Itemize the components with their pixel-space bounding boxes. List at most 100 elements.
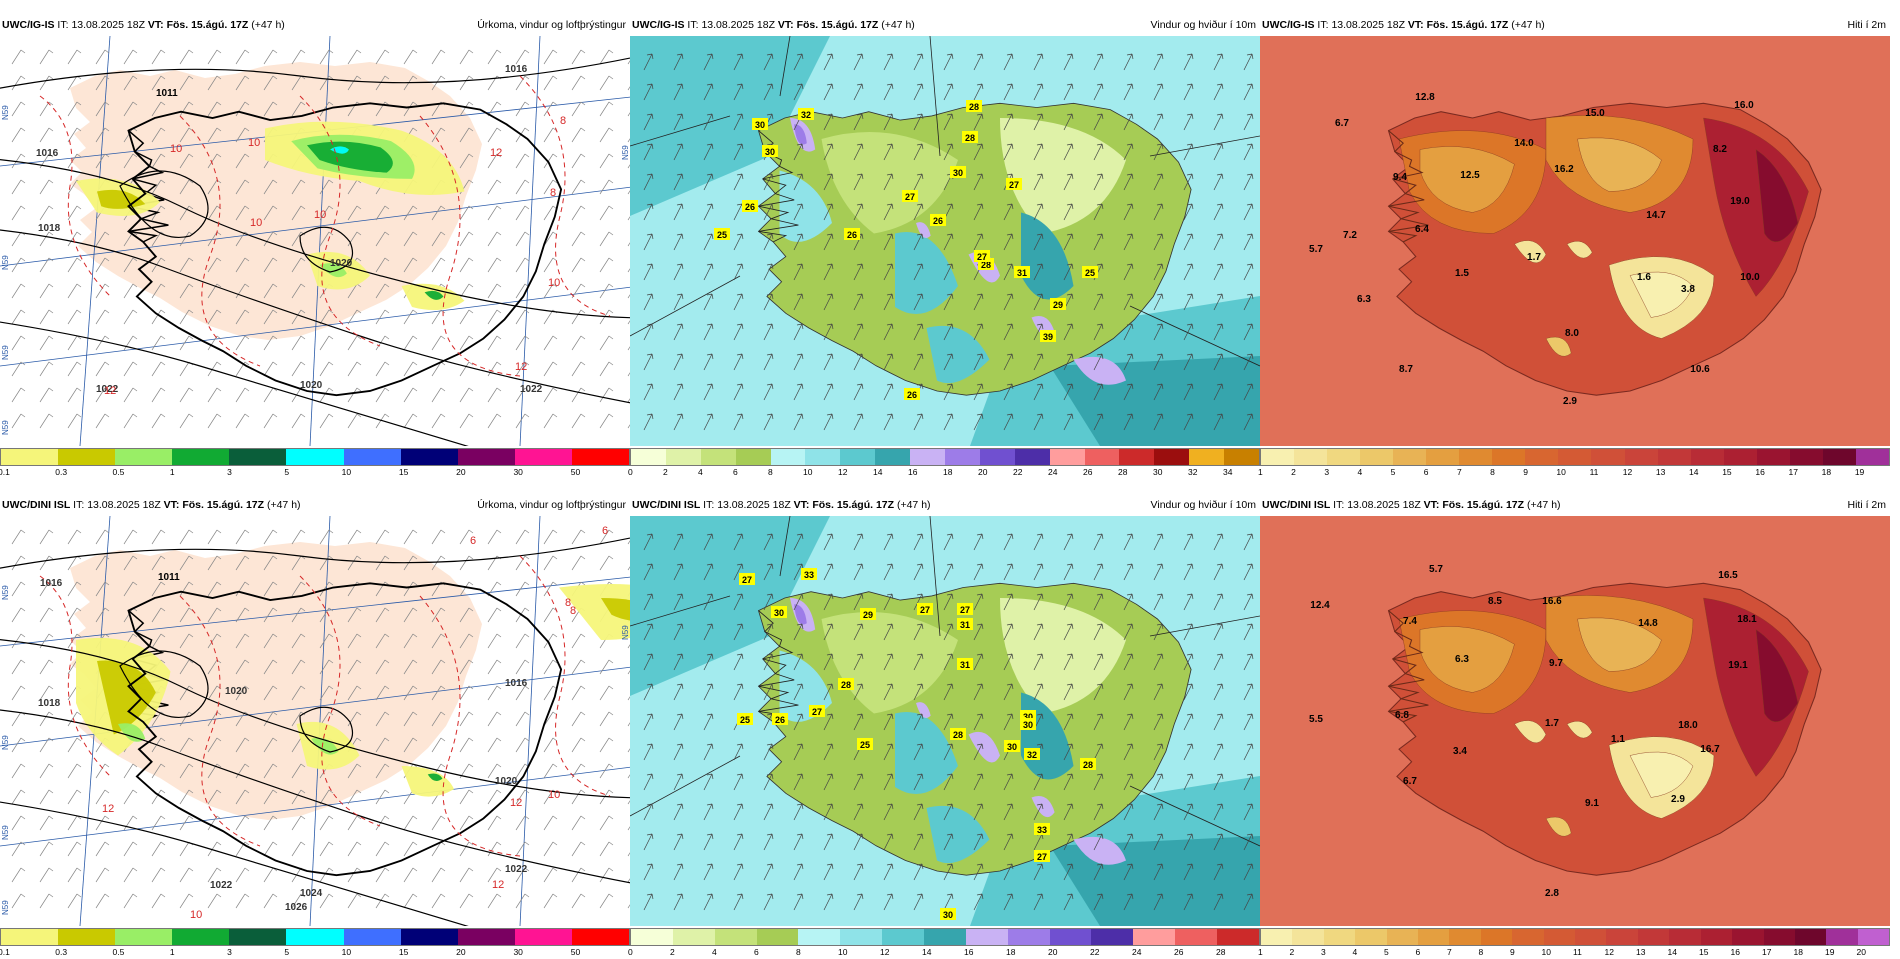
gust-label: 30 bbox=[752, 118, 768, 130]
vt-label: VT: bbox=[793, 499, 810, 511]
temperature-label: 10 bbox=[190, 909, 202, 921]
scale-label: 0 bbox=[628, 947, 633, 957]
scale-label: 5 bbox=[284, 467, 290, 477]
scale-swatch bbox=[1119, 449, 1155, 465]
svg-text:27: 27 bbox=[1009, 180, 1019, 190]
scale-swatch bbox=[1826, 929, 1858, 945]
temperature-value: 14.8 bbox=[1638, 618, 1658, 629]
pressure-label: 1016 bbox=[505, 64, 528, 75]
scale-label: 50 bbox=[570, 467, 581, 477]
scale-label: 15 bbox=[398, 467, 409, 477]
svg-text:31: 31 bbox=[960, 620, 970, 630]
map-area[interactable]: 1011 1016 1018 1020 1020 1022 1022 1016 10 10 10 10… bbox=[0, 36, 630, 446]
scale-swatch bbox=[1217, 929, 1259, 945]
temperature-value: 6.7 bbox=[1335, 118, 1349, 129]
temperature-value: 1.7 bbox=[1545, 718, 1559, 729]
temperature-value: 5.7 bbox=[1429, 564, 1443, 575]
svg-text:25: 25 bbox=[860, 740, 870, 750]
temperature-label: 8 bbox=[570, 605, 576, 617]
color-scale: 0.1 0.3 0.5 1 3 5 10 15 20 30 50 bbox=[0, 448, 630, 478]
scale-label: 9 bbox=[1510, 947, 1515, 957]
map-area[interactable]: 5.7 16.5 12.4 8.5 16.6 18.1 7.4 14.8 6.3 9.7 19.1 5… bbox=[1260, 516, 1890, 926]
gust-label: 33 bbox=[1034, 823, 1050, 835]
temperature-value: 16.6 bbox=[1542, 596, 1562, 607]
temperature-label: 8 bbox=[565, 597, 571, 609]
temperature-label: 10 bbox=[314, 209, 326, 221]
scale-swatch bbox=[172, 929, 230, 945]
it-label: IT: bbox=[73, 499, 85, 511]
temperature-label: 8 bbox=[550, 187, 556, 199]
scale-swatch bbox=[798, 929, 841, 945]
scale-swatch bbox=[400, 929, 458, 945]
temperature-value: 16.2 bbox=[1554, 164, 1574, 175]
scale-label: 8 bbox=[768, 467, 773, 477]
scale-label: 16 bbox=[964, 947, 974, 957]
axis-label: N59 bbox=[1, 735, 10, 750]
pressure-label: 1016 bbox=[505, 678, 528, 689]
scale-swatch bbox=[1154, 449, 1190, 465]
temperature-value: 8.7 bbox=[1399, 364, 1413, 375]
temperature-label: 8 bbox=[560, 115, 566, 127]
scale-label: 32 bbox=[1188, 467, 1198, 477]
scale-swatch bbox=[735, 449, 771, 465]
gust-label: 30 bbox=[940, 908, 956, 920]
scale-swatch bbox=[1386, 929, 1419, 945]
svg-text:28: 28 bbox=[965, 133, 975, 143]
color-scale: 0 2 4 6 8 10 12 14 16 18 20 22 24 26 28 30 32 34 bbox=[628, 448, 1260, 478]
scale-label: 1 bbox=[169, 467, 175, 477]
svg-text:32: 32 bbox=[1027, 750, 1037, 760]
scale-label: 3 bbox=[1324, 467, 1330, 477]
scale-swatch bbox=[514, 449, 572, 465]
model-name: UWC/IG-IS bbox=[1262, 19, 1315, 31]
scale-label: 7 bbox=[1456, 467, 1462, 477]
svg-text:28: 28 bbox=[981, 260, 991, 270]
temperature-value: 6.3 bbox=[1455, 654, 1469, 665]
scale-swatch bbox=[756, 929, 799, 945]
scale-label: 4 bbox=[1352, 947, 1358, 957]
scale-label: 12 bbox=[1622, 467, 1633, 477]
scale-swatch bbox=[875, 449, 911, 465]
map-area[interactable]: 1011 1016 1018 1020 1022 1026 1024 1016 1020 1022… bbox=[0, 516, 630, 926]
pressure-label: 1022 bbox=[210, 880, 233, 891]
scale-label: 1 bbox=[1258, 467, 1263, 477]
map-area[interactable]: 12.8 6.7 15.0 16.0 14.0 8.2 16.2 12.5 9.4 19.0 14.… bbox=[1260, 36, 1890, 446]
scale-swatch bbox=[115, 449, 173, 465]
pressure-label: 1011 bbox=[158, 572, 180, 583]
scale-swatch bbox=[1, 929, 59, 945]
it-label: IT: bbox=[1333, 499, 1345, 511]
svg-text:27: 27 bbox=[742, 575, 752, 585]
lead-time: (+47 h) bbox=[881, 19, 915, 31]
lead-time: (+47 h) bbox=[1511, 19, 1545, 31]
panel-title: Úrkoma, vindur og loftþrýstingur bbox=[477, 499, 626, 511]
scale-swatch bbox=[1323, 929, 1356, 945]
svg-text:30: 30 bbox=[755, 120, 765, 130]
temperature-value: 6.8 bbox=[1395, 710, 1409, 721]
map-area[interactable]: 33 27 30 29 27 31 27 28 30 31 25 26 27 25 28 30 30 32 28 33… bbox=[630, 516, 1260, 926]
scale-swatch bbox=[1855, 449, 1889, 465]
pressure-label: 1026 bbox=[285, 902, 308, 913]
scale-swatch bbox=[172, 449, 230, 465]
scale-swatch bbox=[1133, 929, 1176, 945]
scale-label: 14 bbox=[873, 467, 883, 477]
gust-label: 26 bbox=[772, 713, 788, 725]
temperature-label: 12 bbox=[490, 147, 502, 159]
scale-label: 12 bbox=[1604, 947, 1614, 957]
temperature-label: 6 bbox=[602, 525, 608, 537]
scale-swatch bbox=[1189, 449, 1225, 465]
temperature-value: 6.3 bbox=[1357, 294, 1371, 305]
pressure-label: 1022 bbox=[505, 864, 528, 875]
temperature-value: 1.7 bbox=[1527, 252, 1541, 263]
temperature-value: 3.8 bbox=[1681, 284, 1695, 295]
gust-label: 31 bbox=[1014, 266, 1030, 278]
temperature-value: 14.7 bbox=[1646, 210, 1666, 221]
scale-label: 15 bbox=[398, 947, 409, 957]
model-name: UWC/DINI ISL bbox=[632, 499, 701, 511]
init-time: 13.08.2025 18Z bbox=[701, 19, 775, 31]
temperature-value: 8.2 bbox=[1713, 144, 1727, 155]
scale-label: 2 bbox=[663, 467, 668, 477]
scale-label: 4 bbox=[698, 467, 703, 477]
scale-swatch bbox=[770, 449, 806, 465]
map-area[interactable]: 3230302828302726262725282630312725293926 bbox=[630, 36, 1260, 446]
scale-swatch bbox=[1360, 449, 1394, 465]
scale-swatch bbox=[1657, 449, 1691, 465]
